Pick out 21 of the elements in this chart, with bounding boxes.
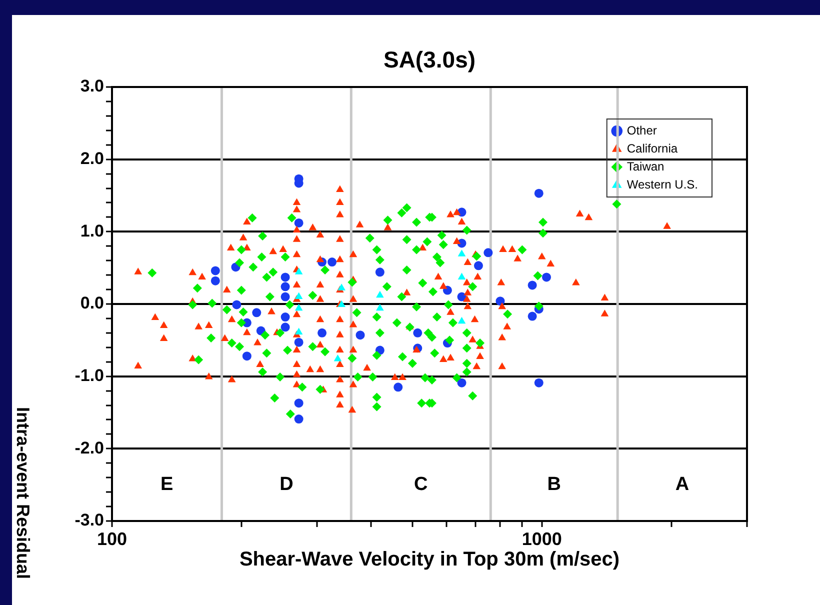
x-tick-label: 1000 xyxy=(522,528,562,549)
annotation: B xyxy=(547,474,561,496)
annotation: E xyxy=(160,474,174,496)
legend-label: California xyxy=(626,141,678,156)
legend-label: Taiwan xyxy=(626,159,664,174)
y-tick-label: 0.0 xyxy=(80,294,104,313)
legend-label: Western U.S. xyxy=(626,177,698,192)
x-tick-label: 100 xyxy=(96,528,128,549)
legend-label: Other xyxy=(626,123,657,138)
annotation: D xyxy=(280,474,294,496)
y-tick-label: 2.0 xyxy=(80,149,104,168)
annotation: A xyxy=(675,474,690,496)
chart-title: SA(3.0s) xyxy=(383,46,476,72)
y-tick-label: -3.0 xyxy=(74,510,104,530)
annotation: C xyxy=(414,474,428,496)
y-tick-label: -1.0 xyxy=(74,366,104,386)
y-tick-label: 3.0 xyxy=(80,76,104,96)
y-axis-title: Intra-event Residual xyxy=(13,407,34,580)
x-axis-title: Shear-Wave Velocity in Top 30m (m/sec) xyxy=(239,548,620,571)
y-tick-label: 1.0 xyxy=(80,221,104,240)
y-tick-label: -2.0 xyxy=(74,438,104,458)
